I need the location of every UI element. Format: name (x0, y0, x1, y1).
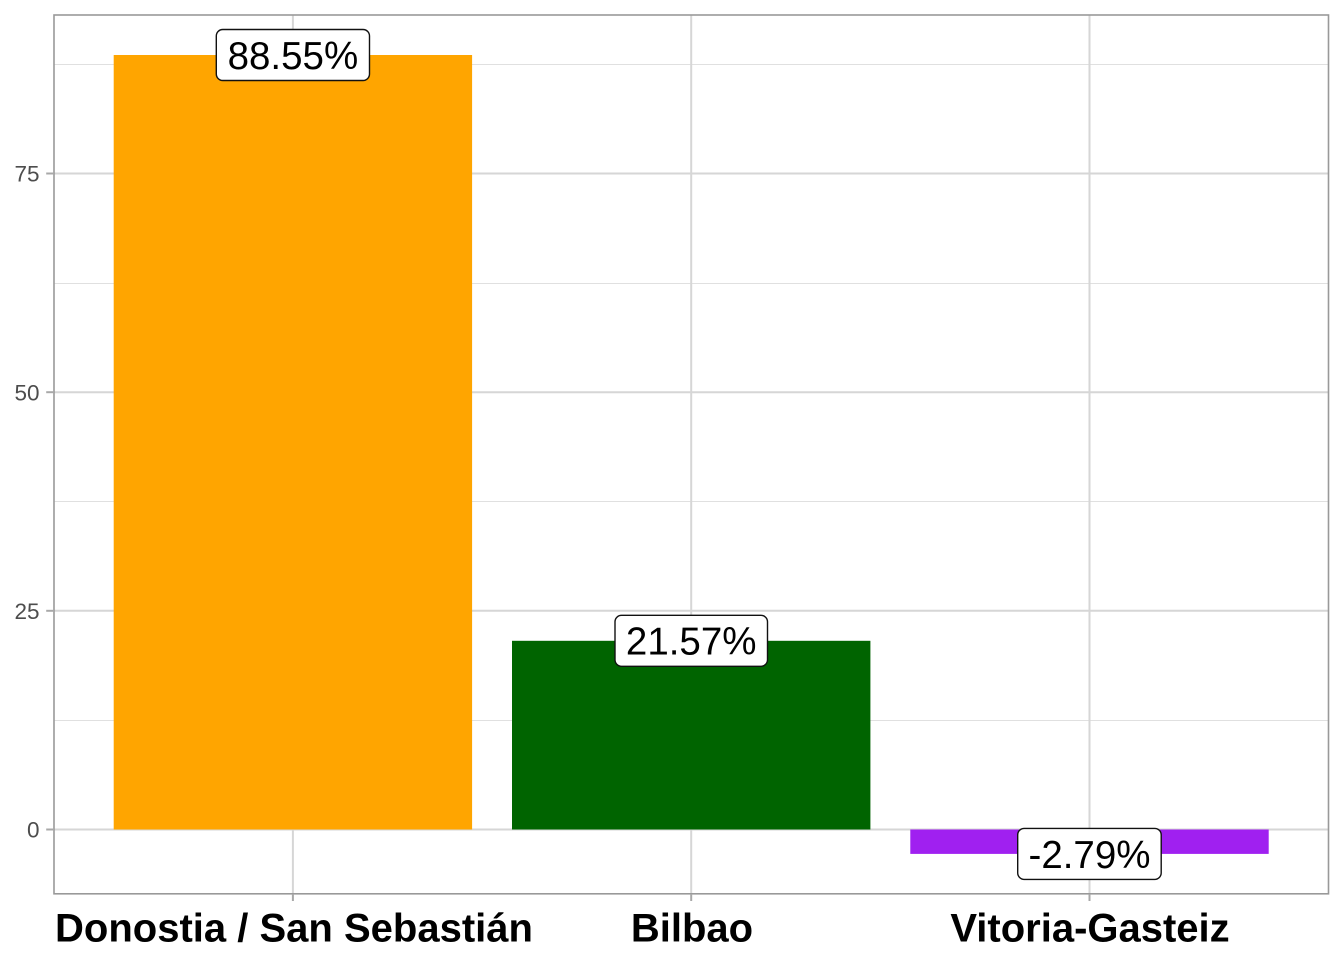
svg-text:Bilbao: Bilbao (631, 906, 753, 950)
svg-text:75: 75 (14, 162, 39, 187)
svg-text:Donostia / San Sebastián: Donostia / San Sebastián (55, 906, 533, 950)
svg-text:25: 25 (14, 599, 39, 624)
svg-text:0: 0 (27, 818, 40, 843)
svg-text:50: 50 (14, 380, 39, 405)
svg-text:-2.79%: -2.79% (1029, 834, 1151, 877)
svg-text:Vitoria-Gasteiz: Vitoria-Gasteiz (950, 906, 1229, 950)
svg-text:21.57%: 21.57% (626, 621, 757, 664)
svg-text:88.55%: 88.55% (228, 35, 359, 78)
